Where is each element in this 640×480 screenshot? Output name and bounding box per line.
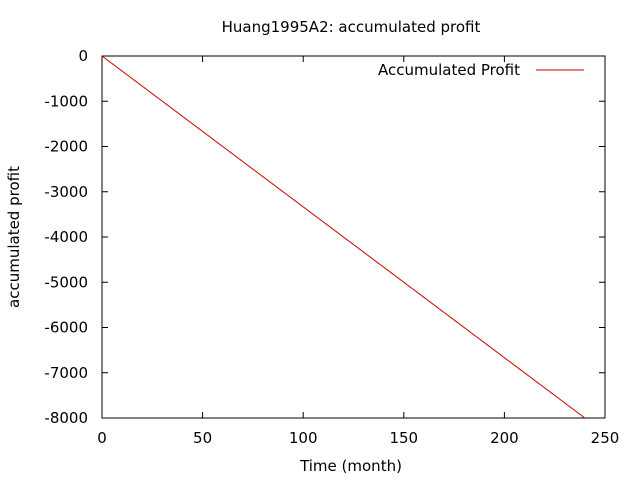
x-axis: 0 50 100 150 200 250 <box>97 56 619 447</box>
plot-frame <box>101 55 606 419</box>
x-tick-label: 0 <box>97 429 107 447</box>
legend-label: Accumulated Profit <box>378 61 520 79</box>
y-axis-label: accumulated profit <box>5 166 23 308</box>
y-tick-label: -1000 <box>44 92 88 110</box>
chart-title: Huang1995A2: accumulated profit <box>222 18 481 36</box>
y-tick-label: -2000 <box>44 138 88 156</box>
y-axis: 0 -1000 -2000 -3000 -4000 -5000 -6000 -7000 -800… <box>44 47 605 427</box>
x-tick-label: 200 <box>490 429 519 447</box>
series-line <box>101 55 586 419</box>
x-tick-label: 50 <box>193 429 212 447</box>
y-tick-label: -4000 <box>44 228 88 246</box>
x-axis-label: Time (month) <box>299 457 402 475</box>
y-tick-label: -6000 <box>44 319 88 337</box>
series-layer <box>101 55 586 419</box>
legend: Accumulated Profit <box>378 61 584 79</box>
y-tick-label: -3000 <box>44 183 88 201</box>
y-tick-label: -8000 <box>44 409 88 427</box>
x-tick-label: 100 <box>289 429 318 447</box>
y-tick-label: -5000 <box>44 273 88 291</box>
y-tick-label: -7000 <box>44 364 88 382</box>
x-tick-label: 150 <box>389 429 418 447</box>
y-tick-label: 0 <box>78 47 88 65</box>
x-tick-label: 250 <box>591 429 620 447</box>
